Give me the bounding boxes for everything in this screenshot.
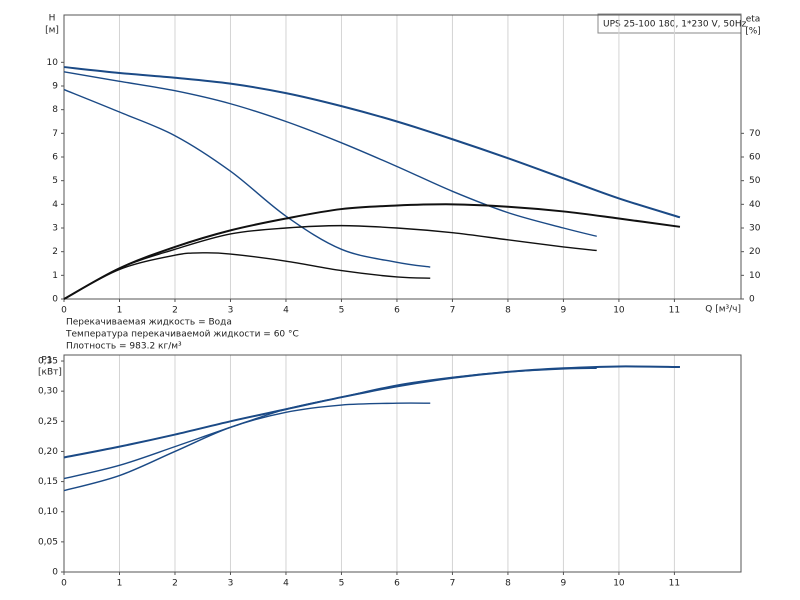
- y2-tick-label: 50: [749, 176, 761, 186]
- y-tick-label: 0,10: [38, 507, 58, 517]
- x-tick-label: 6: [394, 579, 400, 589]
- y2-label: eta: [746, 15, 761, 25]
- y-tick-label: 7: [52, 129, 58, 139]
- x-tick-label: 1: [117, 306, 123, 316]
- y-tick-label: 5: [52, 176, 58, 186]
- curve: [63, 71, 597, 237]
- x-tick-label: 5: [339, 579, 345, 589]
- curve: [63, 88, 431, 268]
- x-tick-label: 2: [172, 579, 178, 589]
- annotation: Плотность = 983.2 кг/м³: [66, 342, 182, 352]
- x-tick-label: 5: [339, 306, 345, 316]
- x-tick-label: 9: [561, 306, 567, 316]
- y-tick-label: 0: [52, 295, 58, 305]
- x-tick-label: 10: [613, 579, 625, 589]
- x-tick-label: 0: [61, 579, 67, 589]
- x-tick-label: 8: [505, 579, 511, 589]
- x-tick-label: 9: [561, 579, 567, 589]
- y2-tick-label: 10: [749, 271, 761, 281]
- curve: [63, 365, 680, 459]
- y-tick-label: 0,30: [38, 387, 58, 397]
- x-tick-label: 3: [228, 306, 234, 316]
- y-tick-label: 0,35: [38, 357, 58, 367]
- y-tick-label: 1: [52, 271, 58, 281]
- y-tick-label: 3: [52, 224, 58, 234]
- y-tick-label: 0: [52, 568, 58, 578]
- y2-tick-label: 70: [749, 129, 761, 139]
- y-tick-label: 0,05: [38, 537, 58, 547]
- x-tick-label: 8: [505, 306, 511, 316]
- y-tick-label: 6: [52, 153, 58, 163]
- y2-unit: [%]: [745, 27, 761, 37]
- x-tick-label: 0: [61, 306, 67, 316]
- x-tick-label: 11: [669, 579, 680, 589]
- x-tick-label: 3: [228, 579, 234, 589]
- x-tick-label: 7: [450, 579, 456, 589]
- x-tick-label: 11: [669, 306, 680, 316]
- y-tick-label: 4: [52, 200, 58, 210]
- y-tick-label: 0,20: [38, 447, 58, 457]
- x-tick-label: 6: [394, 306, 400, 316]
- y2-tick-label: 0: [749, 295, 755, 305]
- curve: [63, 203, 681, 300]
- x-label: Q [м³/ч]: [705, 305, 741, 315]
- y-tick-label: 0,15: [38, 477, 58, 487]
- y-tick-label: 8: [52, 105, 58, 115]
- x-tick-label: 4: [283, 306, 289, 316]
- plot-frame: [63, 354, 742, 573]
- curve: [63, 367, 597, 480]
- annotation: Температура перекачиваемой жидкости = 60…: [65, 330, 299, 340]
- x-tick-label: 7: [450, 306, 456, 316]
- x-tick-label: 1: [117, 579, 123, 589]
- y-label: H: [49, 14, 56, 24]
- y2-tick-label: 30: [749, 224, 761, 234]
- y-tick-label: 10: [47, 58, 59, 68]
- curve: [63, 224, 597, 300]
- x-tick-label: 2: [172, 306, 178, 316]
- annotation: Перекачиваемая жидкость = Вода: [66, 318, 232, 328]
- y2-tick-label: 60: [749, 153, 761, 163]
- x-tick-label: 4: [283, 579, 289, 589]
- y-unit: [м]: [45, 26, 59, 36]
- curve: [63, 252, 431, 300]
- y-tick-label: 2: [52, 247, 58, 257]
- curve: [63, 66, 681, 219]
- y-tick-label: 0,25: [38, 417, 58, 427]
- y2-tick-label: 20: [749, 247, 761, 257]
- y-label: P1: [41, 356, 52, 366]
- curve: [63, 402, 431, 492]
- y2-tick-label: 40: [749, 200, 761, 210]
- y-tick-label: 9: [52, 82, 58, 92]
- y-unit: [кВт]: [38, 368, 62, 378]
- x-tick-label: 10: [613, 306, 625, 316]
